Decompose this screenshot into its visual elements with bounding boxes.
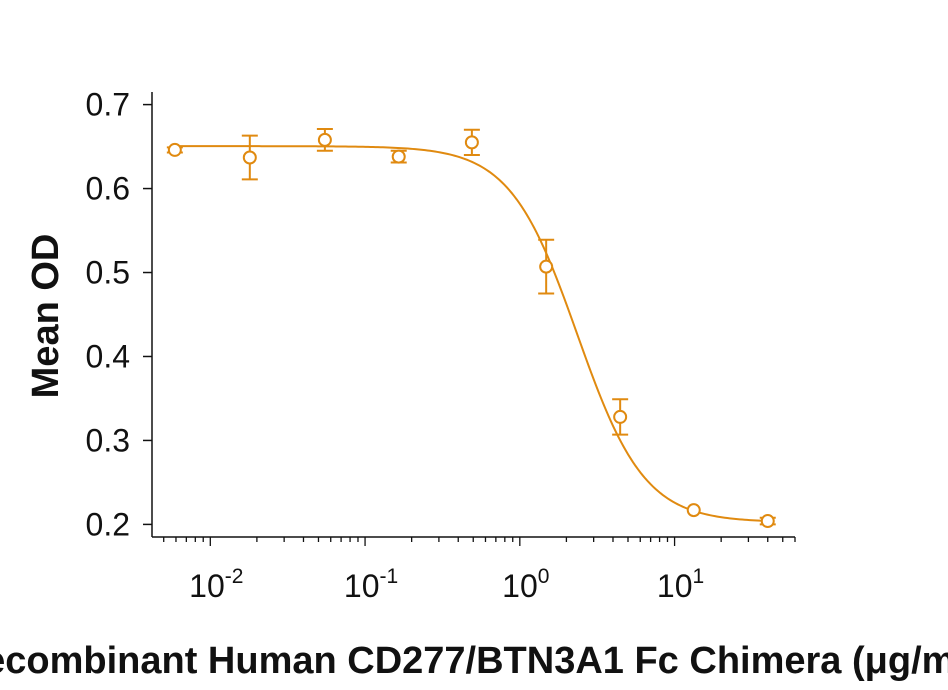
data-marker [613, 409, 628, 424]
data-marker [167, 142, 182, 157]
x-tick-label-base: 10 [189, 568, 225, 604]
x-tick-label: 100 [502, 565, 549, 604]
data-point [686, 503, 701, 518]
y-tick-label: 0.6 [86, 171, 130, 207]
x-tick-label-exponent: -2 [225, 565, 244, 588]
data-point [316, 127, 333, 152]
data-marker [760, 514, 775, 529]
x-tick-label-exponent: 1 [693, 565, 705, 588]
data-point [241, 134, 258, 181]
data-marker [686, 503, 701, 518]
data-point [612, 398, 629, 436]
x-tick-label-base: 10 [344, 568, 380, 604]
x-tick-label-base: 10 [657, 568, 693, 604]
y-axis-title: Mean OD [25, 234, 67, 399]
x-ticks [163, 537, 796, 546]
data-marker [391, 149, 406, 164]
data-point [463, 128, 480, 156]
y-tick-label: 0.3 [86, 422, 130, 458]
data-point [390, 149, 407, 164]
x-tick-label-exponent: -1 [380, 565, 399, 588]
x-tick-label: 10-2 [189, 565, 243, 604]
fit-curve [174, 145, 770, 523]
data-marker [317, 132, 332, 147]
data-marker [539, 259, 554, 274]
x-tick-label: 10-1 [344, 565, 398, 604]
data-point [759, 514, 776, 529]
y-ticks [143, 103, 152, 526]
y-tick-label: 0.7 [86, 87, 130, 123]
x-tick-label-exponent: 0 [538, 565, 550, 588]
data-marker [464, 135, 479, 150]
x-tick-label-base: 10 [502, 568, 538, 604]
y-tick-label: 0.2 [86, 506, 130, 542]
x-tick-labels: 10-2 10-1 100 101 [189, 565, 704, 604]
data-marker [242, 150, 257, 165]
y-tick-label: 0.4 [86, 338, 130, 374]
data-point [538, 238, 555, 295]
x-axis-title: Recombinant Human CD277/BTN3A1 Fc Chimer… [0, 640, 948, 682]
y-tick-labels: 0.2 0.3 0.4 0.5 0.6 0.7 [86, 87, 130, 543]
data-points [166, 127, 776, 529]
data-point [166, 142, 183, 157]
y-tick-label: 0.5 [86, 255, 130, 291]
x-tick-label: 101 [657, 565, 704, 604]
